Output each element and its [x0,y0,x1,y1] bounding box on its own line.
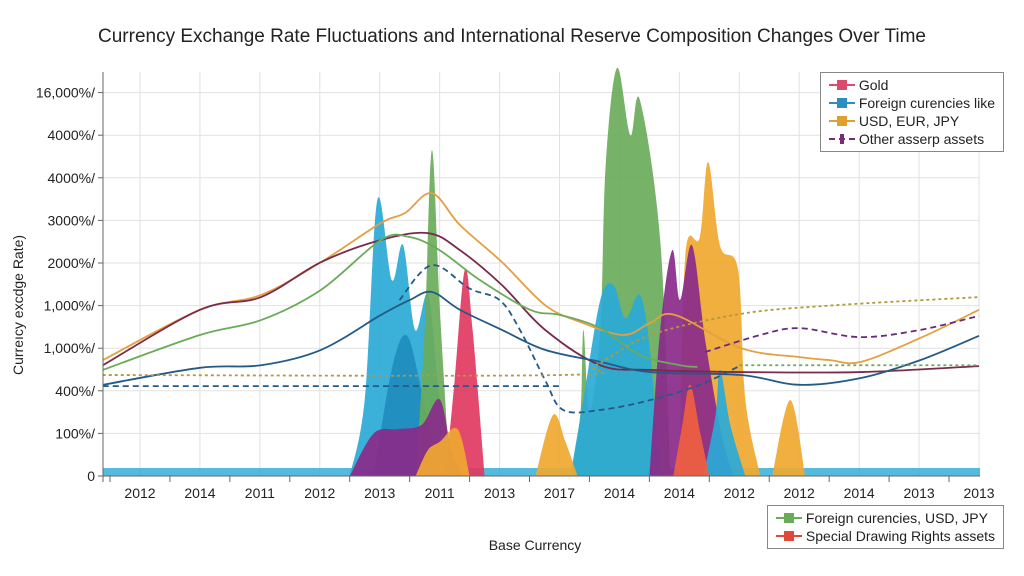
legend-swatch-icon [775,531,802,541]
line-series [102,192,980,365]
chart-title: Currency Exchange Rate Fluctuations and … [98,26,926,47]
y-tick-label: 2000%/ [48,255,96,271]
x-tick-label: 2012 [784,485,815,501]
area-series [703,369,746,476]
y-axis-label: Curreıcy excdge Rate) [10,234,26,376]
line-series [704,314,980,353]
legend-item: Gold [828,76,995,94]
x-tick-label: 2014 [604,485,635,501]
area-series [772,400,806,476]
y-tick-label: 0 [87,468,95,484]
y-tick-label: 4000%/ [48,170,96,186]
x-tick-label: 2014 [844,485,875,501]
x-tick-label: 2013 [484,485,515,501]
x-tick-label: 2012 [124,485,155,501]
legend-swatch-icon [775,513,802,523]
y-tick-label: 100%/ [55,425,95,441]
area-series [673,384,710,476]
line-series [398,264,742,414]
area-series [415,149,450,476]
legend-label: Foreign curencies like [858,95,995,111]
x-tick-label: 2013 [963,485,994,501]
legend-label: Special Drawing Rights assets [805,528,995,544]
line-series [102,231,980,374]
area-series [445,268,485,476]
area-series [570,283,661,476]
x-tick-label: 2013 [904,485,935,501]
legend-item: USD, EUR, JPY [828,112,995,130]
x-tick-label: 2011 [245,485,275,501]
area-series [649,244,734,476]
y-tick-label: 3000%/ [48,212,96,228]
x-tick-label: 2013 [364,485,395,501]
line-series [102,290,980,386]
legend-label: Gold [858,77,889,93]
y-tick-label: 16,000%/ [36,85,95,101]
legend-item: Foreign curencies like [828,94,995,112]
legend-swatch-icon [828,116,855,126]
x-tick-label: 2012 [724,485,755,501]
legend-label: Other asserp assets [858,131,985,147]
legend-label: USD, EUR, JPY [858,113,960,129]
x-tick-label: 2011 [425,485,455,501]
legend-bottom-right: Foreign curencies, USD, JPY Special Drawi… [766,505,1004,549]
x-axis-label: Base Currency [488,537,582,553]
line-series [102,233,698,371]
y-tick-label: 4000%/ [48,127,96,143]
y-tick-label: 1,000%/ [44,298,95,314]
legend-swatch-icon [828,98,855,108]
legend-swatch-icon [828,134,855,144]
x-tick-label: 2017 [544,485,575,501]
y-tick-label: 1,000%/ [44,340,95,356]
legend-label: Foreign curencies, USD, JPY [805,510,988,526]
legend-item: Special Drawing Rights assets [775,527,995,545]
legend-top-right: Gold Foreign curencies like USD, EUR, JPY O… [819,72,1004,152]
area-series [535,414,578,476]
x-tick-label: 2014 [184,485,215,501]
x-tick-label: 2012 [304,485,335,501]
y-tick-label: 400%/ [55,383,95,399]
legend-item: Foreign curencies, USD, JPY [775,509,995,527]
legend-item: Other asserp assets [828,130,995,148]
legend-swatch-icon [828,80,855,90]
x-tick-label: 2014 [664,485,695,501]
area-series [415,427,470,476]
